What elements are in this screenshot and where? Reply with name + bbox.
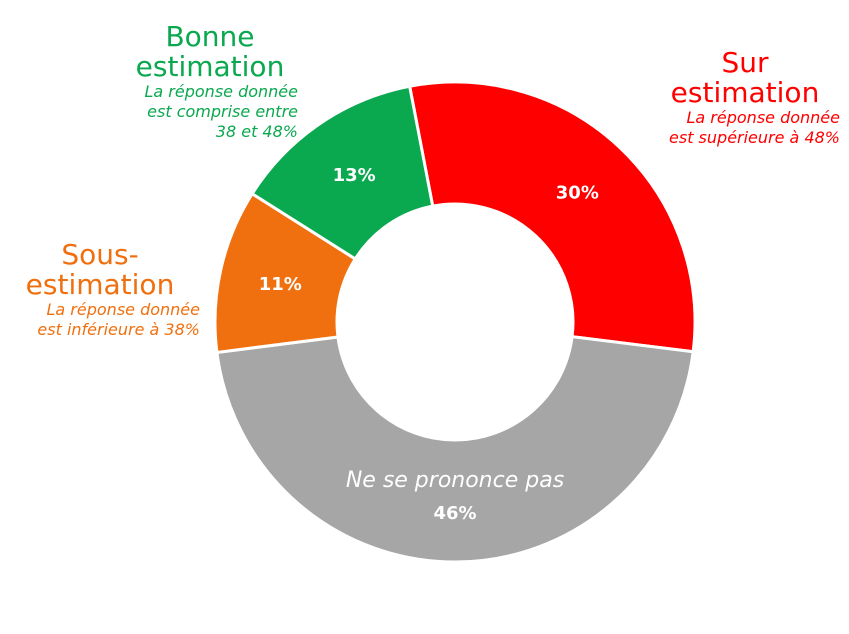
slice-ne-value-label: 46%: [433, 503, 476, 524]
slice-sous-value-label: 11%: [259, 274, 302, 295]
label-bonne-title-line1: Bonne: [165, 20, 255, 53]
label-sous-title-line1: Sous-: [61, 238, 139, 271]
slice-sur: [407, 80, 697, 354]
slice-bonne: [250, 84, 435, 261]
label-sous-estimation: Sous- estimation La réponse donnée est i…: [0, 240, 200, 340]
slice-ne-label: Ne se prononce pas: [346, 468, 564, 493]
label-bonne-title-line2: estimation: [135, 50, 285, 83]
label-sur-description: La réponse donnée est supérieure à 48%: [669, 108, 840, 147]
slice-bonne-value-label: 13%: [333, 165, 376, 186]
label-sous-title-line2: estimation: [25, 268, 175, 301]
label-bonne-description: La réponse donnée est comprise entre 38 …: [144, 82, 299, 141]
slice-ne: [215, 334, 695, 564]
label-sous-description: La réponse donnée est inférieure à 38%: [37, 300, 200, 339]
slice-sur-value-label: 30%: [556, 182, 599, 203]
label-sur-estimation: Sur estimation La réponse donnée est sup…: [630, 48, 840, 148]
label-sur-title-line2: estimation: [670, 76, 820, 109]
label-sur-title-line1: Sur: [721, 46, 769, 79]
label-bonne-estimation: Bonne estimation La réponse donnée est c…: [110, 22, 310, 142]
